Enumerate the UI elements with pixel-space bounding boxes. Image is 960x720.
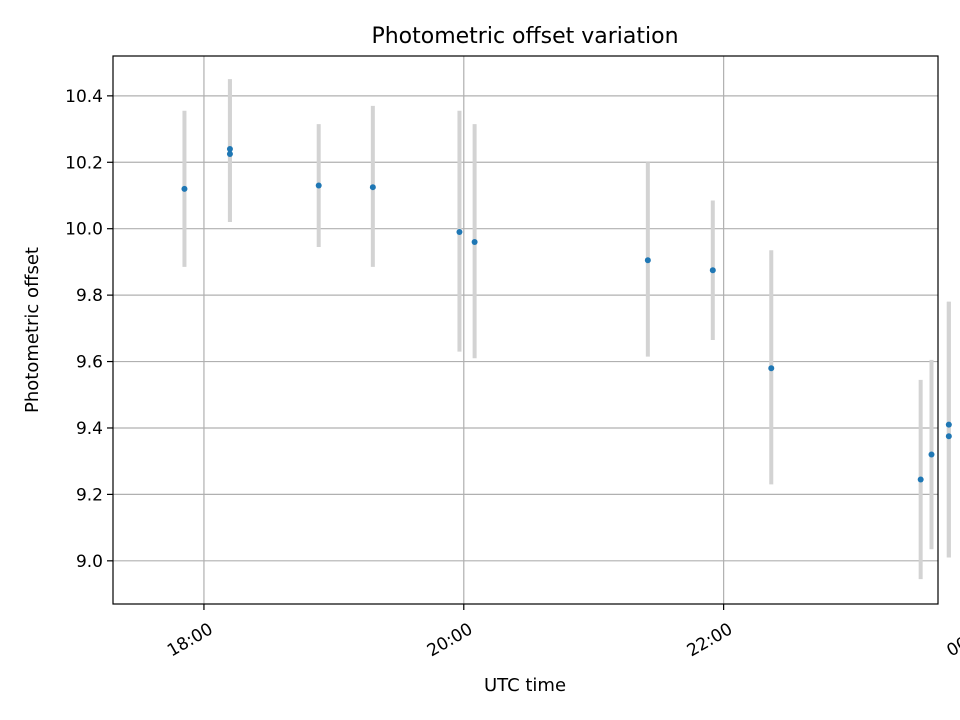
- y-tick-label: 10.4: [65, 87, 103, 107]
- y-tick-label: 10.2: [65, 153, 103, 173]
- data-point: [471, 238, 478, 245]
- data-point: [644, 257, 651, 264]
- data-point: [315, 182, 322, 189]
- data-point: [226, 150, 233, 157]
- y-tick-label: 9.6: [76, 353, 103, 373]
- y-axis-label: Photometric offset: [22, 247, 43, 413]
- y-tick-label: 9.0: [76, 552, 103, 572]
- data-point: [917, 476, 924, 483]
- data-point: [768, 365, 775, 372]
- data-points: [181, 145, 952, 483]
- data-point: [456, 229, 463, 236]
- data-point: [945, 433, 952, 440]
- data-point: [181, 185, 188, 192]
- data-point: [928, 451, 935, 458]
- x-axis-label: UTC time: [484, 675, 566, 696]
- chart-title: Photometric offset variation: [371, 24, 678, 49]
- data-point: [945, 421, 952, 428]
- grid: [113, 56, 938, 604]
- y-tick-label: 9.8: [76, 286, 103, 306]
- data-point: [226, 145, 233, 152]
- data-point: [369, 184, 376, 191]
- data-point: [709, 267, 716, 274]
- y-tick-label: 9.4: [76, 419, 103, 439]
- y-tick-label: 10.0: [65, 220, 103, 240]
- y-tick-label: 9.2: [76, 485, 103, 505]
- plot-frame: [112, 55, 939, 605]
